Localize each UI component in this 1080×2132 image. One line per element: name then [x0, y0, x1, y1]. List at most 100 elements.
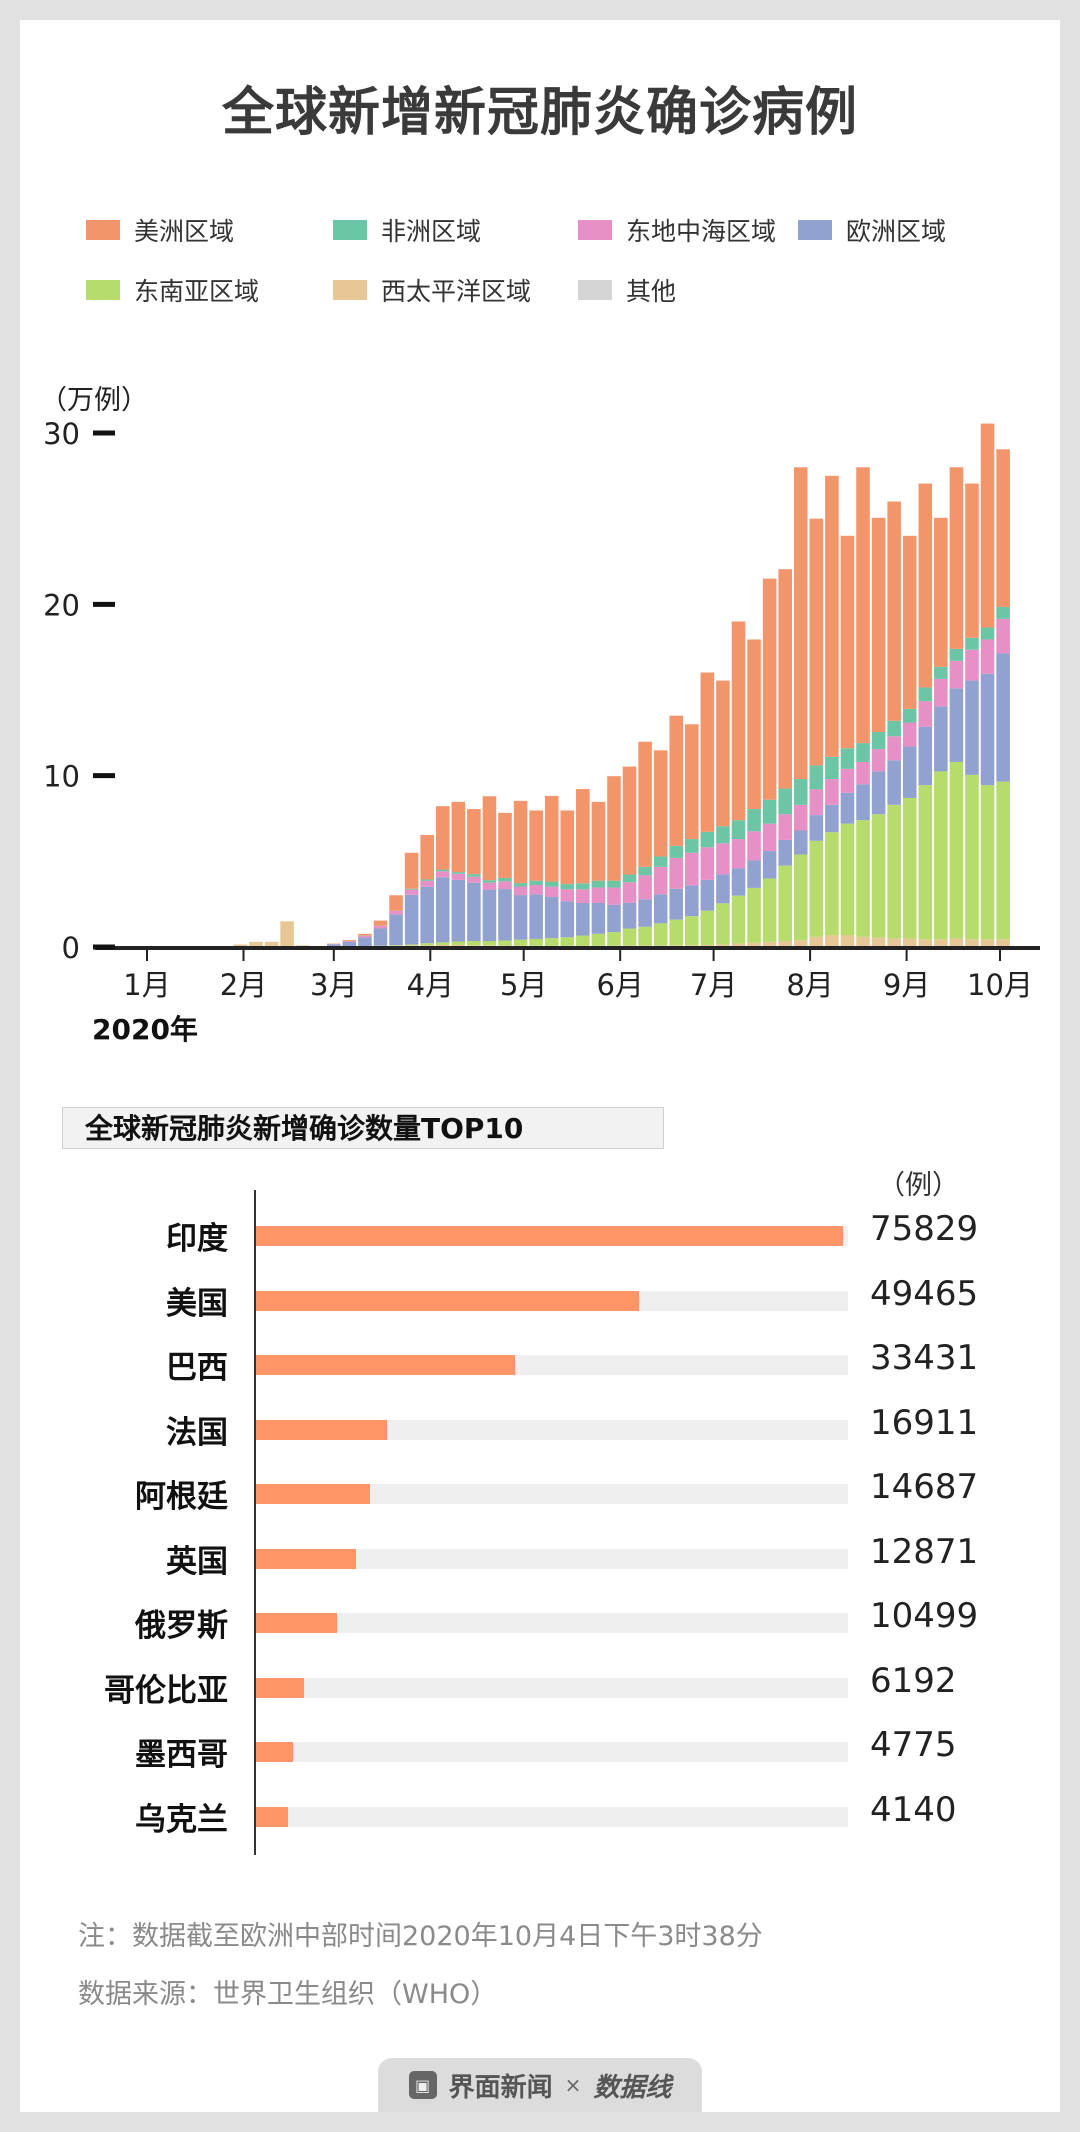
bar-segment — [420, 880, 434, 887]
bar-segment — [591, 801, 606, 881]
bar-segment — [638, 866, 652, 876]
bar-segment — [731, 839, 746, 869]
bar-segment — [451, 873, 466, 880]
bar-segment — [233, 944, 248, 947]
bar-segment — [809, 789, 824, 816]
bar-segment — [529, 938, 543, 946]
bar-segment — [778, 941, 792, 947]
bar-segment — [980, 785, 995, 940]
bar-segment — [887, 938, 901, 947]
case-count: 75829 — [870, 1209, 979, 1249]
bar-segment — [902, 938, 917, 947]
bar-segment — [435, 871, 450, 878]
case-count: 10499 — [870, 1596, 979, 1636]
top10-row: 阿根廷 14687 — [0, 1461, 1080, 1525]
bar-segment — [435, 944, 450, 947]
top10-row: 美国 49465 — [0, 1268, 1080, 1332]
bar-segment — [887, 804, 901, 939]
bar-segment — [716, 874, 730, 904]
bar-segment — [700, 672, 715, 832]
country-label: 墨西哥 — [135, 1737, 228, 1773]
country-label: 法国 — [166, 1414, 228, 1451]
bar-segment — [607, 932, 621, 946]
bar-segment — [793, 804, 808, 831]
bar-fill — [256, 1548, 356, 1569]
bar-segment — [498, 877, 512, 882]
legend-label: 美洲区域 — [134, 217, 235, 246]
y-tick-label: 30 — [43, 417, 80, 451]
bar-segment — [435, 877, 450, 943]
bar-segment — [451, 941, 466, 945]
bar-segment — [918, 687, 933, 702]
bar-segment — [653, 856, 668, 867]
bar-segment — [529, 894, 543, 939]
bar-segment — [716, 843, 730, 875]
bar-segment — [607, 880, 621, 888]
top10-row: 印度 75829 — [0, 1203, 1080, 1267]
legend-item: 美洲区域 — [86, 212, 234, 248]
bar-segment — [716, 903, 730, 945]
bar-segment — [389, 910, 403, 915]
bar-segment — [498, 940, 512, 946]
bar-segment — [980, 627, 995, 640]
bar-segment — [264, 941, 279, 947]
bar-segment — [685, 852, 699, 886]
bar-segment — [840, 792, 855, 824]
case-count: 49465 — [870, 1273, 979, 1314]
bar-segment — [871, 517, 886, 732]
bar-track — [256, 1355, 848, 1375]
bar-segment — [498, 881, 512, 890]
bar-segment — [451, 872, 466, 874]
bar-segment — [856, 743, 870, 762]
bar-segment — [389, 895, 403, 911]
bar-segment — [420, 879, 434, 881]
bar-segment — [249, 941, 263, 947]
y-tick-label: 0 — [62, 931, 80, 965]
bar-segment — [467, 874, 481, 877]
bar-segment — [918, 701, 933, 727]
bar-segment — [902, 797, 917, 939]
y-tick-label: 20 — [43, 588, 80, 622]
x-tick-label: 5月 — [500, 968, 547, 1002]
case-count: 12871 — [870, 1531, 979, 1572]
bar-segment — [498, 889, 512, 941]
x-tick-label: 3月 — [310, 968, 357, 1002]
bar-segment — [700, 910, 715, 945]
bar-segment — [871, 731, 886, 750]
bar-segment — [591, 880, 606, 888]
bar-segment — [918, 939, 933, 947]
bar-segment — [482, 941, 497, 946]
bar-segment — [762, 941, 777, 947]
bar-segment — [420, 834, 434, 880]
bar-segment — [451, 879, 466, 942]
bar-segment — [716, 826, 730, 844]
bar-segment — [778, 788, 792, 815]
bar-segment — [793, 830, 808, 855]
bar-segment — [887, 760, 901, 805]
x-tick-label: 8月 — [786, 968, 833, 1002]
bar-segment — [576, 883, 590, 890]
bar-segment — [700, 847, 715, 880]
bar-segment — [513, 800, 528, 884]
bar-segment — [544, 938, 559, 946]
bar-segment — [825, 475, 839, 757]
bar-segment — [544, 881, 559, 887]
bar-segment — [435, 806, 450, 870]
bar-segment — [840, 535, 855, 749]
bar-segment — [529, 880, 543, 885]
bar-segment — [716, 680, 730, 827]
bar-segment — [840, 768, 855, 793]
bar-segment — [591, 887, 606, 903]
bar-track — [256, 1484, 848, 1504]
country-label: 印度 — [166, 1221, 228, 1257]
bar-segment — [669, 857, 684, 889]
x-tick-label: 4月 — [407, 968, 454, 1002]
footer-separator: × — [564, 2073, 582, 2097]
bar-track — [256, 1290, 848, 1311]
bar-segment — [373, 920, 388, 926]
y-tick-label: 10 — [43, 760, 80, 794]
bar-segment — [404, 894, 419, 945]
bar-segment — [576, 789, 590, 884]
bar-segment — [544, 795, 559, 882]
bar-track — [256, 1226, 848, 1246]
